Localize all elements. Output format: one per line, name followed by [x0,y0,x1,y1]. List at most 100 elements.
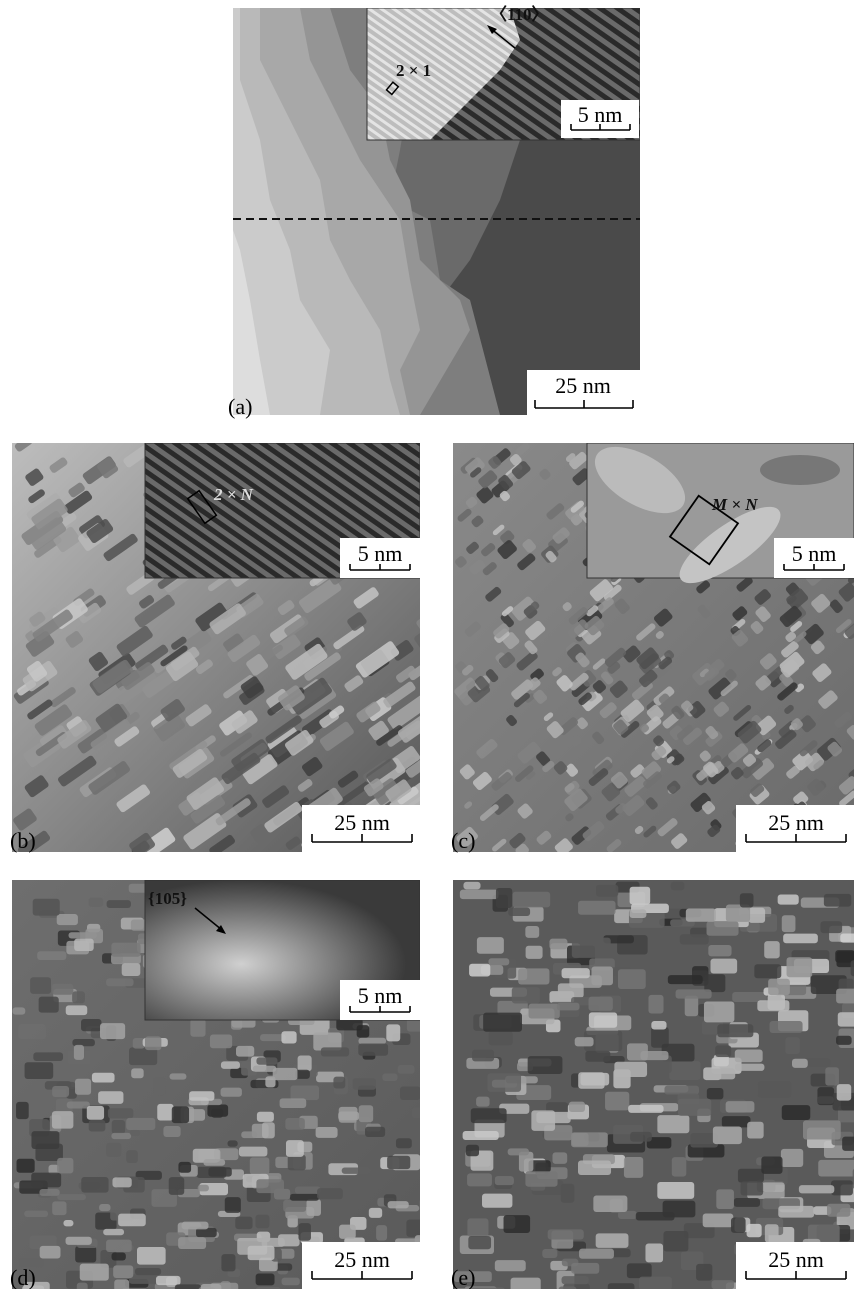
texture [57,1194,86,1200]
texture [112,1177,131,1187]
texture [578,1161,611,1175]
texture [100,1023,125,1039]
texture [190,1019,205,1037]
texture [262,1238,285,1247]
texture [778,1206,814,1218]
texture [731,1217,746,1232]
texture [419,1199,446,1212]
texture [614,1062,647,1077]
texture [31,1131,59,1149]
texture [747,1224,762,1237]
texture [696,1264,712,1281]
texture [81,1177,108,1193]
texture [235,1217,252,1230]
texture [782,915,796,932]
texture [782,1105,811,1120]
texture [787,957,813,977]
texture [172,1106,189,1123]
texture [52,1086,69,1097]
texture [722,1116,751,1127]
texture [52,1201,66,1215]
texture [707,1088,724,1099]
texture [708,945,731,956]
annotation: {105} [148,889,187,908]
texture [236,1046,254,1057]
texture [106,1143,121,1157]
texture [734,1198,760,1207]
texture [342,1167,371,1173]
texture [75,1246,96,1263]
texture [175,1284,201,1289]
texture [578,901,615,915]
scale-label: 25 nm [555,373,611,398]
texture [818,1160,854,1177]
figure: 〈110〉 2 × 1 5 nm 25 nm (a) 2 × N M × N {… [0,0,854,1289]
texture [221,1088,242,1097]
texture [17,1159,35,1173]
texture [40,1246,61,1259]
texture [75,1079,91,1095]
texture [33,899,60,916]
texture [52,984,73,995]
texture [526,946,543,959]
texture [388,1201,409,1208]
texture [122,963,141,976]
texture [605,1092,629,1111]
texture [208,1167,231,1176]
texture [37,951,66,960]
texture [589,1012,617,1027]
texture [596,1233,629,1248]
texture [357,1025,370,1037]
texture [276,1263,293,1270]
texture [316,1127,338,1138]
texture [529,1004,560,1019]
texture [256,1273,275,1285]
texture [114,1280,129,1289]
texture [365,1127,385,1137]
texture [678,1099,711,1116]
texture [663,1231,688,1251]
texture [30,977,51,994]
texture [761,1156,782,1173]
texture [768,979,790,995]
texture [290,1194,319,1201]
texture [89,898,104,907]
texture [282,1278,300,1286]
texture [126,1118,155,1130]
texture [57,914,78,925]
texture [13,1007,26,1014]
texture [585,1051,610,1062]
texture [628,1105,663,1113]
texture [262,1122,275,1138]
texture [74,939,94,951]
texture [419,1160,447,1168]
texture [838,1012,854,1026]
texture [827,1204,850,1217]
texture [98,1091,123,1104]
texture [255,1215,269,1229]
texture [671,882,685,891]
texture [618,1211,637,1219]
texture [710,959,737,974]
texture [321,1047,349,1056]
texture [686,908,716,921]
texture [406,1220,432,1237]
texture [781,1149,803,1167]
texture [281,1031,296,1043]
texture [508,908,530,916]
texture [189,1091,214,1100]
texture [528,1056,563,1074]
texture [557,1003,580,1011]
texture [298,1056,312,1072]
scale-bar: 25 nm [527,370,640,415]
texture [504,1215,531,1233]
texture [765,1224,779,1242]
texture [396,1138,412,1148]
texture [483,1013,522,1032]
texture [820,921,842,933]
texture [72,991,85,1003]
texture [57,1158,73,1173]
texture [657,1115,689,1133]
texture [482,1194,512,1208]
texture [799,1185,834,1193]
